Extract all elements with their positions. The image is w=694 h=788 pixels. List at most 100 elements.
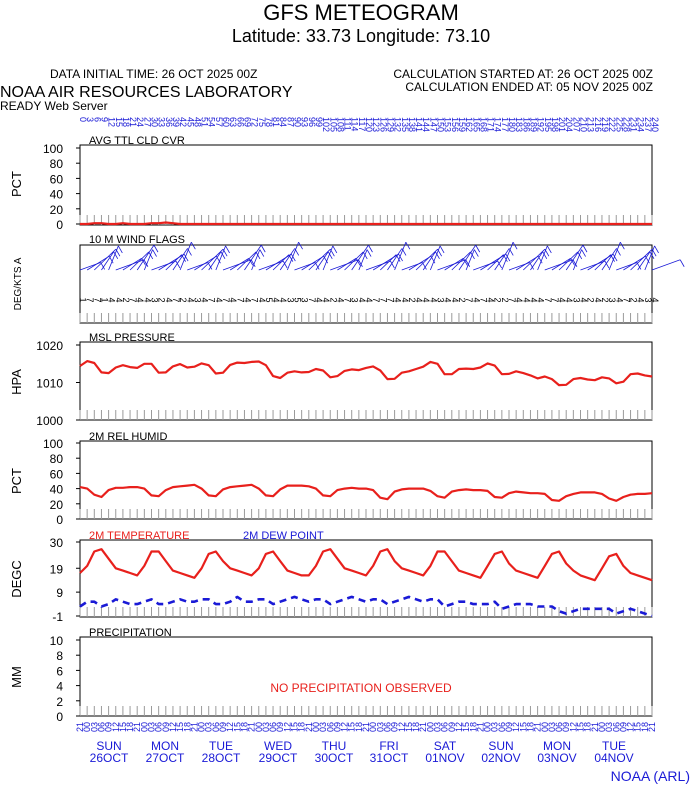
hour-label: 09 <box>447 722 457 732</box>
hour-label: 15 <box>461 722 471 732</box>
wind-barb <box>358 249 368 271</box>
wind-speed-label: 3 <box>192 297 202 302</box>
forecast-hour: 180 <box>507 117 517 132</box>
wind-speed-label: 4 <box>321 297 331 302</box>
forecast-hour: 150 <box>436 117 446 132</box>
wind-barb-feather <box>255 251 261 260</box>
forecast-hour: 27 <box>142 117 152 127</box>
forecast-hour: 159 <box>457 117 467 132</box>
wind-speed-label: 7 <box>250 297 260 302</box>
wind-barb <box>608 242 621 271</box>
wind-barb-feather <box>152 249 157 257</box>
wind-speed-label: 4 <box>335 297 345 302</box>
hour-label: 03 <box>89 722 99 732</box>
panel-frame <box>79 440 653 520</box>
panel-title: 2M REL HUMID <box>89 431 167 443</box>
y-tick-label: 4 <box>56 680 63 694</box>
forecast-hour: 141 <box>414 117 424 132</box>
forecast-hour: 69 <box>242 117 252 127</box>
wind-speed-label: 2 <box>586 297 596 302</box>
forecast-hour: 39 <box>171 117 181 127</box>
forecast-hour: 0 <box>78 117 88 122</box>
wind-barb <box>101 251 115 271</box>
wind-barb <box>330 259 359 271</box>
hour-label: 00 <box>311 722 321 732</box>
hour-label: 03 <box>375 722 385 732</box>
y-tick-label: 8 <box>56 649 63 663</box>
forecast-hour: 162 <box>464 117 474 132</box>
wind-barb-feather <box>368 244 373 253</box>
wind-speed-label: 4 <box>428 297 438 302</box>
wind-speed-label: 4 <box>650 297 660 302</box>
wind-speed-label: 2 <box>407 297 417 302</box>
wind-barb-feather <box>679 259 685 267</box>
hour-label: 12 <box>168 722 178 732</box>
wind-speed-label: 2 <box>600 297 610 302</box>
wind-barb <box>565 244 584 271</box>
wind-speed-label: 7 <box>235 297 245 302</box>
wind-barb-feather <box>405 241 411 250</box>
forecast-hour: 6 <box>92 117 102 122</box>
forecast-hour: 174 <box>493 117 503 132</box>
wind-speed-label: 7 <box>464 297 474 302</box>
wind-barb <box>544 259 574 271</box>
wind-barb <box>272 254 290 271</box>
forecast-hour: 186 <box>521 117 531 132</box>
day-of-week: MON <box>543 739 571 753</box>
wind-speed-label: 4 <box>364 297 374 302</box>
hour-label: 21 <box>647 722 657 732</box>
wind-speed-label: 4 <box>557 297 567 302</box>
wind-barb <box>344 251 364 271</box>
hour-label: 12 <box>511 722 521 732</box>
hour-label: 18 <box>125 722 135 732</box>
wind-speed-label: 4 <box>400 297 410 302</box>
forecast-hour: 87 <box>285 117 295 127</box>
wind-speed-label: 7 <box>307 297 317 302</box>
wind-barb <box>151 260 177 271</box>
wind-barb <box>258 260 284 271</box>
y-tick-label: 0 <box>56 218 63 232</box>
wind-speed-label: 4 <box>521 297 531 302</box>
wind-barb-feather <box>654 245 659 254</box>
forecast-hour: 33 <box>157 117 167 127</box>
panel-frame <box>79 539 653 618</box>
org-name: NOAA AIR RESOURCES LABORATORY <box>0 84 293 101</box>
wind-barb <box>115 259 145 271</box>
forecast-hour: 75 <box>257 117 267 127</box>
wind-barb <box>244 244 262 271</box>
forecast-hour: 177 <box>500 117 510 132</box>
wind-barb <box>494 248 510 271</box>
forecast-hour: 147 <box>428 117 438 132</box>
forecast-hour: 96 <box>307 117 317 127</box>
hour-label: 18 <box>182 722 192 732</box>
forecast-hour: 132 <box>393 117 403 132</box>
forecast-hour: 117 <box>357 117 367 131</box>
y-tick-label: 9 <box>56 586 63 600</box>
panel-title: PRECIPITATION <box>89 627 172 639</box>
chart-title: GFS METEOGRAM <box>263 0 459 25</box>
wind-speed-label: 4 <box>107 297 117 302</box>
hour-label: 21 <box>247 722 257 732</box>
wind-speed-label: 1 <box>78 297 88 302</box>
y-axis-label: DEGC <box>9 560 24 598</box>
y-axis-label: PCT <box>9 468 24 494</box>
hour-label: 21 <box>590 722 600 732</box>
day-date: 03NOV <box>537 751 576 765</box>
hour-label: 00 <box>425 722 435 732</box>
wind-barb <box>122 258 142 271</box>
wind-barb <box>465 249 475 271</box>
wind-barb <box>86 255 110 271</box>
wind-barb <box>387 248 403 271</box>
forecast-hour: 192 <box>536 117 546 132</box>
wind-barb-feather <box>604 260 610 269</box>
y-tick-label: -1 <box>52 610 63 624</box>
wind-barb-feather <box>117 245 123 254</box>
forecast-hour: 240 <box>650 117 660 132</box>
series-line-0 <box>80 221 652 226</box>
forecast-hour: 228 <box>621 117 631 132</box>
forecast-hour: 72 <box>250 117 260 127</box>
hour-label: 12 <box>397 722 407 732</box>
wind-speed-label: 1 <box>99 297 109 302</box>
